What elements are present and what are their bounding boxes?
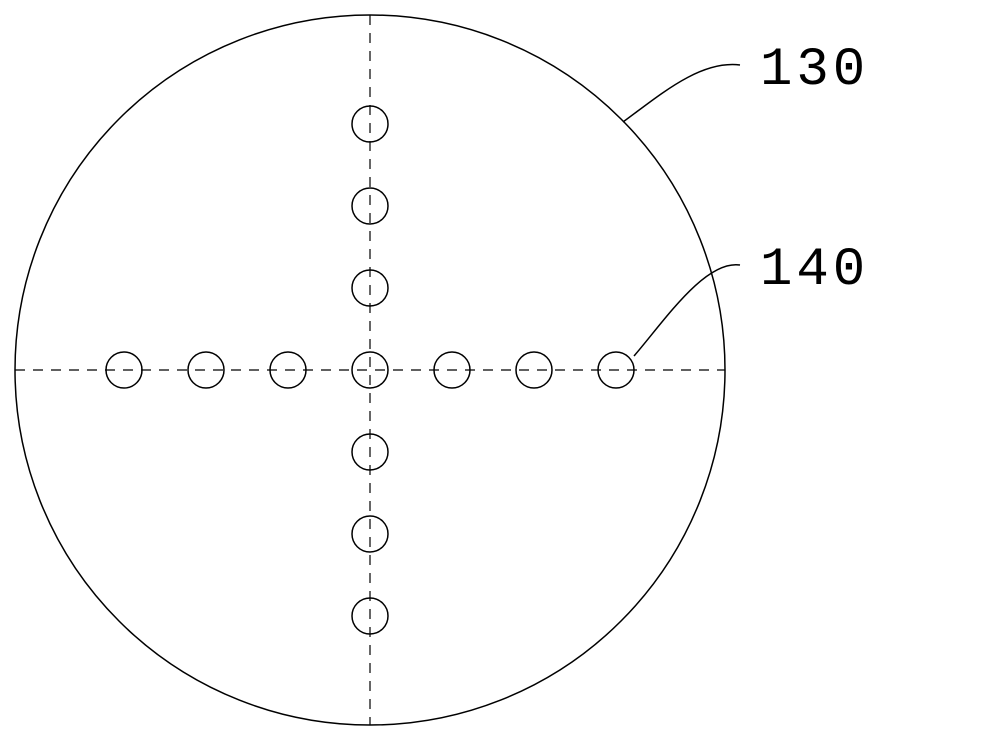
technical-diagram xyxy=(0,0,1000,744)
leader-130 xyxy=(623,65,740,122)
reference-label-130: 130 xyxy=(760,40,869,101)
reference-label-140: 140 xyxy=(760,240,869,301)
